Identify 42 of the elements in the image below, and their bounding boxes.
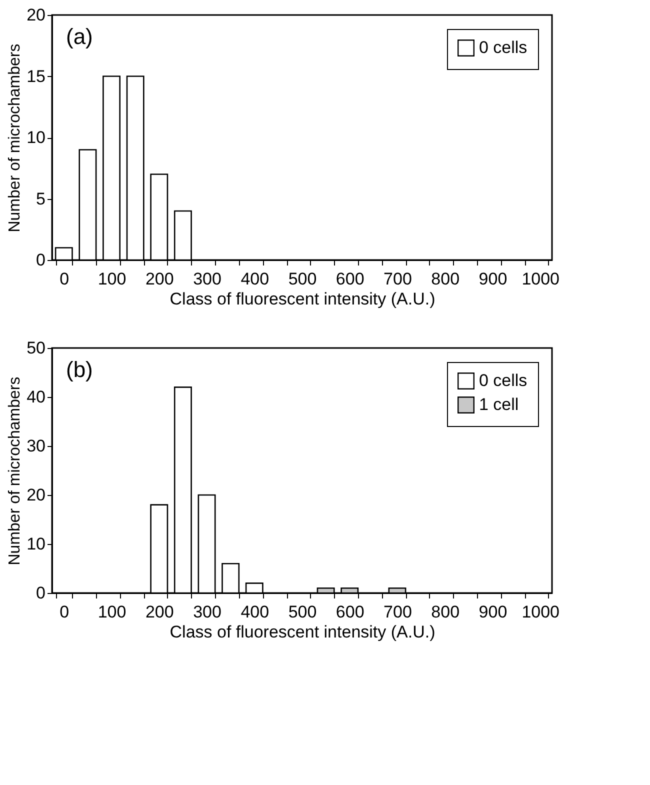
y-tick-label: 15 <box>26 66 46 86</box>
x-tick-label: 300 <box>193 602 222 622</box>
x-tick-label: 1000 <box>522 270 560 288</box>
x-tick-label: 0 <box>60 602 70 622</box>
x-tick-label: 0 <box>60 270 70 288</box>
x-tick-label: 800 <box>431 602 460 622</box>
x-tick-label: 100 <box>98 602 126 622</box>
annotation: (b) <box>66 357 93 382</box>
y-tick-label: 50 <box>26 338 46 358</box>
x-tick-label: 600 <box>336 602 364 622</box>
x-tick-label: 400 <box>240 602 270 622</box>
annotation: (a) <box>66 24 93 49</box>
x-tick-label: 900 <box>478 602 508 622</box>
x-tick-label: 500 <box>288 602 317 622</box>
y-tick-label: 10 <box>26 534 46 554</box>
x-tick-label: 100 <box>98 270 126 288</box>
x-tick-label: 700 <box>384 270 412 288</box>
x-tick-label: 700 <box>384 602 412 622</box>
y-tick-label: 40 <box>26 388 46 406</box>
y-tick-label: 5 <box>36 189 46 208</box>
x-axis-title: Class of fluorescent intensity (A.U.) <box>170 290 436 308</box>
x-tick-label: 800 <box>431 270 460 288</box>
y-tick-label: 20 <box>26 486 46 504</box>
legend-label: 1 cell <box>479 395 519 414</box>
y-axis-title: Number of microchambers <box>6 376 24 566</box>
x-tick-label: 1000 <box>522 602 560 622</box>
legend-label: 0 cells <box>479 38 528 57</box>
x-axis-title: Class of fluorescent intensity (A.U.) <box>170 622 436 642</box>
x-tick-label: 400 <box>240 270 270 288</box>
y-axis-title: Number of microchambers <box>6 44 24 232</box>
y-tick-label: 20 <box>26 6 46 24</box>
legend-label: 0 cells <box>479 371 528 390</box>
y-tick-label: 0 <box>36 250 46 270</box>
x-tick-label: 600 <box>336 270 364 288</box>
y-tick-label: 30 <box>26 436 46 456</box>
y-tick-label: 10 <box>26 128 46 147</box>
y-tick-label: 0 <box>36 584 46 602</box>
x-tick-label: 500 <box>288 270 317 288</box>
x-tick-label: 900 <box>478 270 508 288</box>
x-tick-label: 300 <box>193 270 222 288</box>
x-tick-label: 200 <box>145 602 174 622</box>
x-tick-label: 200 <box>145 270 174 288</box>
